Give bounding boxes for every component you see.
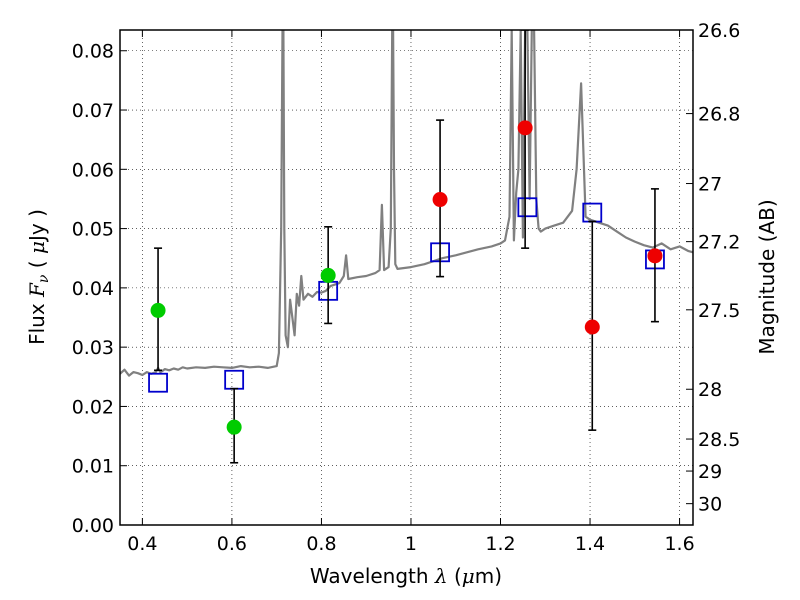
model-band-square	[582, 202, 603, 223]
observed-point	[647, 248, 663, 264]
y-tick-label: 0.05	[72, 219, 114, 241]
y-tick-label: 0.01	[72, 456, 114, 478]
mag-tick-label: 29	[698, 461, 722, 483]
x-tick-label: 0.4	[127, 533, 157, 555]
observed-point	[584, 319, 600, 335]
x-tick-label: 1.4	[575, 533, 605, 555]
spectrum-layer	[120, 30, 693, 377]
observed-point	[226, 419, 242, 435]
y-tick-label: 0.06	[72, 159, 114, 181]
mag-tick-label: 26.6	[698, 20, 740, 42]
x-tick-label: 1.2	[485, 533, 515, 555]
observed-point	[432, 192, 448, 208]
tick-layer: 0.4 0.6 0.8 1 1.2 1.4 1.6 0.00 0.01 0.02 0.03 0.04 0…	[72, 20, 741, 555]
model-band-square	[517, 197, 538, 218]
observed-point	[320, 267, 336, 283]
x-tick-label: 1	[405, 533, 417, 555]
y-tick-label: 0.08	[72, 41, 114, 63]
x-tick-label: 1.6	[664, 533, 694, 555]
y-tick-label: 0.04	[72, 278, 114, 300]
x-tick-label: 0.6	[217, 533, 247, 555]
observed-point	[150, 302, 166, 318]
mag-tick-label: 27	[698, 174, 722, 196]
mag-tick-label: 27.2	[698, 232, 740, 254]
y-tick-label: 0.07	[72, 100, 114, 122]
mag-tick-label: 28.5	[698, 429, 740, 451]
marker-layer	[148, 30, 665, 464]
x-axis-label: Wavelength λ (μm)	[310, 564, 502, 588]
grid-layer	[120, 30, 693, 525]
model-band-square	[224, 369, 245, 390]
y-tick-label: 0.00	[72, 515, 114, 537]
mag-tick-label: 26.8	[698, 104, 740, 126]
mag-tick-label: 30	[698, 494, 722, 516]
model-band-square	[148, 372, 168, 393]
plot-frame	[119, 29, 694, 526]
y-axis-label: Flux Fν ( μJy )	[25, 209, 52, 345]
spectrum-line	[120, 30, 693, 377]
y2-axis-label: Magnitude (AB)	[755, 199, 779, 354]
x-tick-label: 0.8	[306, 533, 336, 555]
mag-tick-label: 28	[698, 379, 722, 401]
mag-tick-label: 27.5	[698, 300, 740, 322]
y-tick-label: 0.02	[72, 396, 114, 418]
y-tick-label: 0.03	[72, 337, 114, 359]
observed-point	[517, 120, 533, 136]
